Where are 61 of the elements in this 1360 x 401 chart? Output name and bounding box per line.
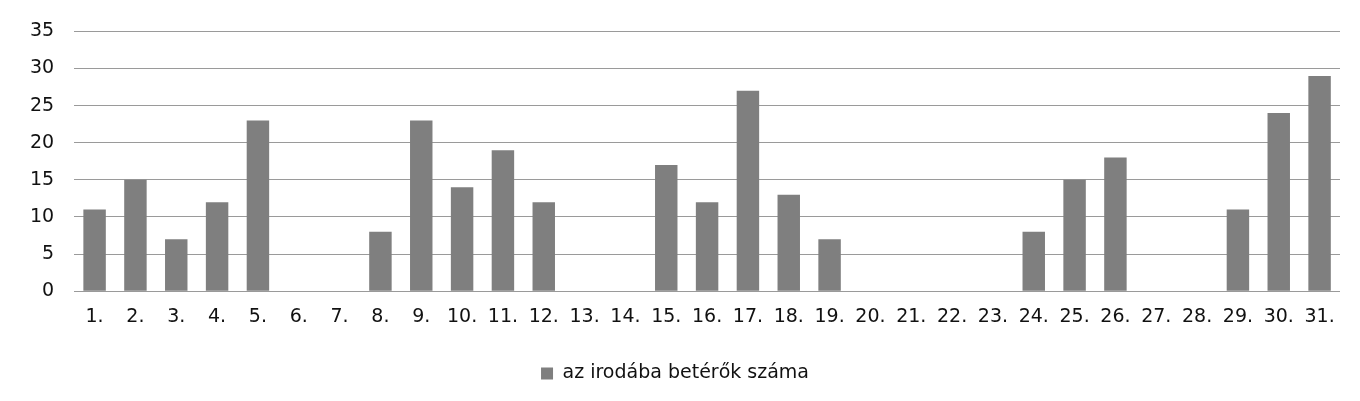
y-tick-label: 20: [29, 129, 55, 152]
x-tick-label: 18.: [773, 303, 804, 326]
x-tick-label: 10.: [446, 303, 478, 326]
x-tick-label: 13.: [569, 303, 600, 326]
x-tick-label: 15.: [651, 303, 682, 326]
y-tick-label: 10: [29, 203, 55, 226]
y-tick-label: 35: [29, 18, 55, 41]
bar: [83, 209, 106, 291]
x-tick-label: 23.: [977, 303, 1009, 326]
bar: [777, 194, 800, 291]
x-tick-label: 27.: [1141, 303, 1172, 326]
bar: [1267, 113, 1290, 291]
bar: [165, 239, 188, 291]
y-tick-label: 30: [29, 55, 55, 78]
bar: [410, 120, 433, 291]
x-tick-label: 2.: [126, 303, 145, 326]
x-tick-label: 11.: [487, 303, 519, 326]
x-tick-label: 3.: [167, 303, 186, 326]
x-tick-label: 7.: [330, 303, 349, 326]
bar: [205, 202, 229, 291]
legend-label: az irodába betérők száma: [562, 360, 809, 383]
bar: [695, 202, 719, 291]
x-tick-label: 29.: [1222, 303, 1254, 326]
x-tick-label: 9.: [412, 303, 431, 326]
bar: [655, 165, 678, 291]
y-tick-label: 0: [42, 278, 55, 301]
bar: [736, 90, 760, 291]
bar: [1063, 179, 1086, 291]
x-tick-label: 26.: [1100, 303, 1131, 326]
bar: [450, 187, 474, 291]
x-tick-label: 21.: [896, 303, 927, 326]
x-tick-label: 5.: [248, 303, 267, 326]
x-tick-label: 30.: [1263, 303, 1294, 326]
x-tick-label: 1.: [85, 303, 104, 326]
x-tick-label: 28.: [1181, 303, 1213, 326]
bar: [1022, 231, 1045, 291]
bar: [818, 239, 841, 291]
y-tick-label: 5: [42, 241, 55, 264]
x-tick-label: 14.: [610, 303, 641, 326]
x-tick-label: 19.: [814, 303, 845, 326]
x-tick-label: 24.: [1018, 303, 1049, 326]
x-tick-label: 17.: [732, 303, 764, 326]
x-tick-label: 6.: [289, 303, 308, 326]
x-tick-label: 12.: [528, 303, 559, 326]
bar: [491, 150, 515, 291]
x-tick-label: 16.: [691, 303, 723, 326]
x-tick-label: 4.: [208, 303, 227, 326]
bar: [532, 202, 555, 291]
bar: [369, 231, 392, 291]
y-tick-label: 15: [29, 166, 55, 189]
x-tick-label: 20.: [855, 303, 886, 326]
x-tick-label: 31.: [1304, 303, 1335, 326]
y-tick-label: 25: [29, 92, 55, 115]
bar: [1226, 209, 1250, 291]
x-tick-label: 8.: [371, 303, 390, 326]
bar: [1308, 75, 1331, 291]
bar: [246, 120, 270, 291]
bar: [1104, 157, 1127, 291]
bar: [124, 179, 147, 291]
x-tick-label: 25.: [1059, 303, 1090, 326]
x-tick-label: 22.: [936, 303, 968, 326]
